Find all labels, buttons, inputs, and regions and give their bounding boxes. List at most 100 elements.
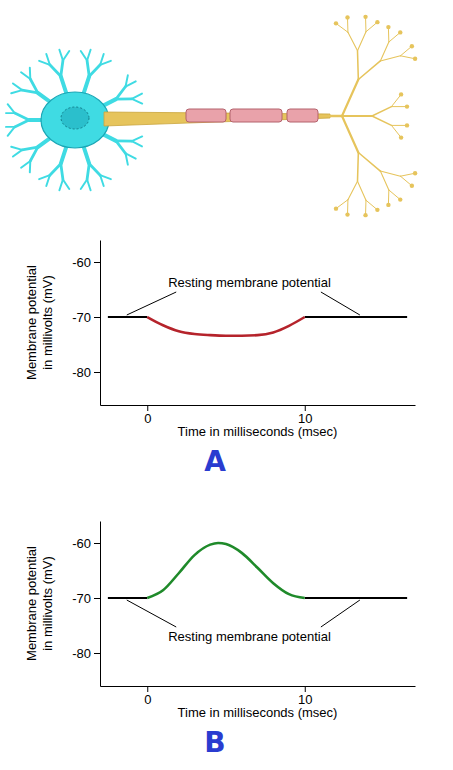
- terminal-knob: [334, 206, 338, 210]
- branch: [100, 61, 111, 65]
- leader-line: [127, 292, 176, 315]
- branch: [126, 81, 136, 86]
- tick: -80: [72, 646, 100, 661]
- terminal-knob: [334, 21, 338, 25]
- tick: -80: [72, 365, 100, 380]
- potential-line: [147, 317, 305, 336]
- terminal-knob: [363, 15, 367, 19]
- branch: [380, 56, 400, 61]
- branch: [132, 99, 142, 104]
- tick-mark: [147, 686, 148, 692]
- branch: [89, 65, 100, 76]
- branch: [63, 51, 69, 61]
- neuron-illustration: [6, 15, 417, 218]
- branch: [347, 200, 348, 215]
- branch: [8, 104, 15, 113]
- branch: [21, 72, 30, 79]
- terminal-knob: [398, 30, 402, 34]
- branch: [400, 173, 415, 176]
- terminal-knob: [386, 203, 390, 207]
- branch: [358, 153, 380, 172]
- terminal-knob: [413, 57, 417, 61]
- terminal-knob: [375, 208, 379, 212]
- tick-mark: [305, 405, 306, 411]
- tick-mark: [94, 543, 100, 544]
- tick-mark: [94, 598, 100, 599]
- branch: [100, 175, 104, 186]
- branch: [380, 171, 388, 190]
- branch: [366, 22, 377, 32]
- tick-label: -70: [72, 591, 91, 606]
- potential-line: [108, 316, 407, 318]
- branch: [116, 141, 126, 154]
- nucleus: [61, 107, 89, 129]
- branch: [87, 50, 91, 61]
- branch: [357, 153, 359, 182]
- terminal-knob: [399, 135, 403, 139]
- tick: -70: [72, 310, 100, 325]
- branch: [391, 94, 401, 106]
- branch: [132, 94, 142, 99]
- terminal-knob: [410, 184, 414, 188]
- chart-panel: -60-70-80010Time in milliseconds (msec)M…: [24, 241, 416, 479]
- myelin-sheath: [186, 109, 226, 122]
- y-axis-title: Membrane potentialin millivolts (mV): [24, 265, 55, 380]
- branch: [21, 161, 30, 168]
- figure: -60-70-80010Time in milliseconds (msec)M…: [0, 0, 453, 770]
- branch: [365, 200, 366, 215]
- branch: [391, 125, 407, 126]
- branch: [116, 97, 132, 100]
- terminal-knob: [386, 25, 390, 29]
- branch: [11, 90, 22, 93]
- tick-label: -80: [72, 646, 91, 661]
- soma: [41, 92, 109, 148]
- branch: [46, 54, 50, 65]
- panel-letter: B: [204, 726, 225, 759]
- axon-terminal: [328, 15, 417, 218]
- branch: [13, 150, 22, 157]
- branch: [81, 179, 87, 189]
- branch: [391, 106, 407, 107]
- tick: -70: [72, 591, 100, 606]
- plot-lines: [108, 543, 407, 598]
- tick-mark: [94, 653, 100, 654]
- branch: [50, 65, 61, 76]
- x-axis-title: Time in milliseconds (msec): [178, 424, 338, 439]
- axis-line: [100, 522, 101, 687]
- terminal-knob: [345, 15, 349, 19]
- branch: [30, 79, 37, 93]
- chart-panel: -60-70-80010Time in milliseconds (msec)M…: [24, 522, 416, 760]
- branch: [358, 61, 380, 80]
- branch: [388, 27, 389, 42]
- branch: [89, 164, 100, 175]
- branch: [388, 190, 389, 205]
- terminal-knob: [398, 197, 402, 201]
- branch: [11, 147, 22, 150]
- branch: [63, 179, 69, 189]
- annotation: Resting membrane potential: [127, 275, 360, 315]
- branch: [400, 56, 415, 59]
- myelin-sheath: [287, 109, 318, 122]
- branch: [81, 51, 87, 61]
- tick-label: 0: [144, 411, 151, 426]
- branch: [126, 153, 128, 164]
- terminal-knob: [410, 44, 414, 48]
- tick: -60: [72, 536, 100, 551]
- branch: [328, 115, 342, 118]
- leader-line: [321, 600, 360, 627]
- tick: 0: [144, 405, 151, 426]
- branch: [59, 179, 63, 190]
- branch: [347, 17, 348, 32]
- branch: [389, 190, 400, 200]
- tick-mark: [94, 372, 100, 373]
- branch: [29, 68, 31, 79]
- branch: [336, 23, 348, 32]
- branch: [87, 61, 89, 77]
- branch: [50, 164, 61, 175]
- branch: [389, 32, 400, 42]
- branch: [61, 61, 63, 77]
- branch: [22, 147, 38, 150]
- terminal-knob: [399, 92, 403, 96]
- branch: [357, 32, 365, 51]
- y-axis: -60-70-80: [72, 241, 100, 406]
